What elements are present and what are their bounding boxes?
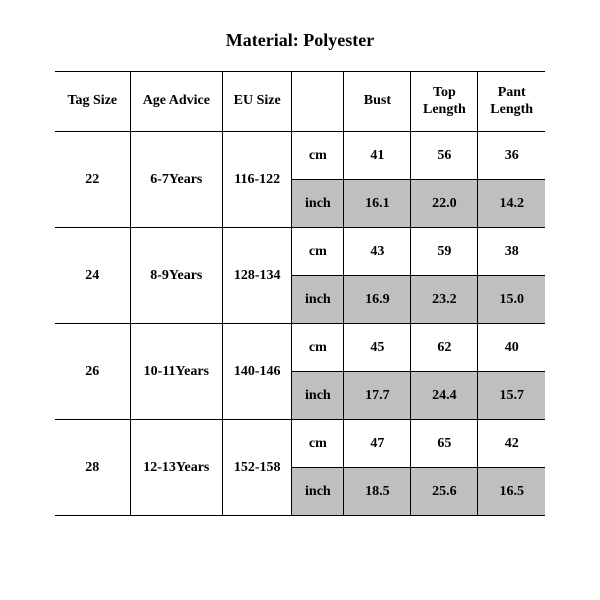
table-row: 22 6-7Years 116-122 cm 41 56 36 [55, 132, 545, 180]
cell-bust: 43 [344, 228, 411, 276]
cell-tag: 22 [55, 132, 130, 228]
col-tag: Tag Size [55, 72, 130, 132]
cell-unit-inch: inch [292, 276, 344, 324]
cell-pant: 36 [478, 132, 545, 180]
cell-pant: 40 [478, 324, 545, 372]
table-row: 28 12-13Years 152-158 cm 47 65 42 [55, 420, 545, 468]
cell-bust: 45 [344, 324, 411, 372]
col-bust: Bust [344, 72, 411, 132]
cell-pant: 16.5 [478, 468, 545, 516]
cell-eu: 128-134 [223, 228, 292, 324]
cell-top: 25.6 [411, 468, 478, 516]
col-pant: Pant Length [478, 72, 545, 132]
size-table: Tag Size Age Advice EU Size Bust Top Len… [55, 71, 545, 516]
col-age: Age Advice [130, 72, 222, 132]
cell-bust: 47 [344, 420, 411, 468]
cell-age: 6-7Years [130, 132, 222, 228]
cell-pant: 14.2 [478, 180, 545, 228]
cell-unit-cm: cm [292, 228, 344, 276]
cell-bust: 16.1 [344, 180, 411, 228]
page-title: Material: Polyester [0, 0, 600, 71]
cell-age: 12-13Years [130, 420, 222, 516]
cell-age: 10-11Years [130, 324, 222, 420]
cell-eu: 152-158 [223, 420, 292, 516]
cell-top: 62 [411, 324, 478, 372]
cell-unit-inch: inch [292, 180, 344, 228]
table-body: 22 6-7Years 116-122 cm 41 56 36 inch 16.… [55, 132, 545, 516]
table-row: 26 10-11Years 140-146 cm 45 62 40 [55, 324, 545, 372]
cell-unit-inch: inch [292, 468, 344, 516]
cell-bust: 16.9 [344, 276, 411, 324]
cell-age: 8-9Years [130, 228, 222, 324]
col-top: Top Length [411, 72, 478, 132]
cell-tag: 24 [55, 228, 130, 324]
cell-unit-cm: cm [292, 420, 344, 468]
cell-tag: 28 [55, 420, 130, 516]
cell-tag: 26 [55, 324, 130, 420]
cell-unit-inch: inch [292, 372, 344, 420]
cell-top: 59 [411, 228, 478, 276]
table-row: 24 8-9Years 128-134 cm 43 59 38 [55, 228, 545, 276]
cell-top: 56 [411, 132, 478, 180]
cell-top: 23.2 [411, 276, 478, 324]
header-row: Tag Size Age Advice EU Size Bust Top Len… [55, 72, 545, 132]
col-eu: EU Size [223, 72, 292, 132]
cell-unit-cm: cm [292, 132, 344, 180]
cell-pant: 38 [478, 228, 545, 276]
col-unit [292, 72, 344, 132]
cell-top: 65 [411, 420, 478, 468]
cell-top: 24.4 [411, 372, 478, 420]
cell-bust: 41 [344, 132, 411, 180]
cell-eu: 116-122 [223, 132, 292, 228]
cell-bust: 18.5 [344, 468, 411, 516]
cell-bust: 17.7 [344, 372, 411, 420]
cell-pant: 15.7 [478, 372, 545, 420]
cell-eu: 140-146 [223, 324, 292, 420]
cell-pant: 15.0 [478, 276, 545, 324]
cell-unit-cm: cm [292, 324, 344, 372]
cell-pant: 42 [478, 420, 545, 468]
cell-top: 22.0 [411, 180, 478, 228]
